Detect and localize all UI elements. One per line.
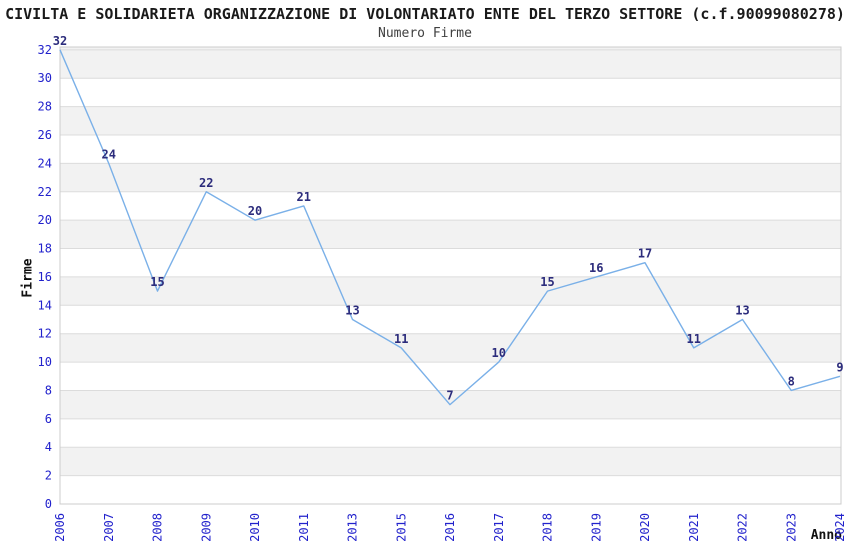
y-tick-label: 24 <box>38 156 52 170</box>
x-tick-label: 2011 <box>297 513 311 542</box>
x-tick-label: 2009 <box>199 513 213 542</box>
data-point-label: 13 <box>345 303 359 317</box>
plot-band <box>60 47 841 79</box>
x-tick-label: 2021 <box>687 513 701 542</box>
data-point-label: 10 <box>492 346 506 360</box>
y-tick-label: 16 <box>38 270 52 284</box>
y-tick-label: 6 <box>45 412 52 426</box>
data-point-label: 7 <box>446 389 453 403</box>
data-point-label: 15 <box>540 275 554 289</box>
x-tick-label: 2017 <box>492 513 506 542</box>
data-point-label: 22 <box>199 176 213 190</box>
data-point-label: 11 <box>687 332 701 346</box>
data-point-label: 17 <box>638 247 652 261</box>
data-point-label: 9 <box>836 360 843 374</box>
x-tick-label: 2022 <box>736 513 750 542</box>
data-point-label: 11 <box>394 332 408 346</box>
plot-band <box>60 220 841 249</box>
x-tick-label: 2018 <box>541 513 555 542</box>
data-point-label: 24 <box>102 147 116 161</box>
plot-border <box>59 46 842 505</box>
x-tick-label: 2006 <box>53 513 67 542</box>
plot-band <box>60 163 841 192</box>
y-tick-label: 2 <box>45 469 52 483</box>
data-point-label: 32 <box>53 34 67 48</box>
x-tick-label: 2008 <box>151 513 165 542</box>
y-tick-label: 20 <box>38 213 52 227</box>
x-tick-label: 2019 <box>589 513 603 542</box>
y-tick-label: 30 <box>38 71 52 85</box>
x-tick-label: 2015 <box>394 513 408 542</box>
data-line <box>59 49 841 406</box>
y-tick-label: 14 <box>38 298 52 312</box>
chart-title: CIVILTA E SOLIDARIETA ORGANIZZAZIONE DI … <box>5 5 845 23</box>
y-tick-label: 26 <box>38 128 52 142</box>
data-point-label: 8 <box>788 374 795 388</box>
y-tick-label: 32 <box>38 43 52 57</box>
x-tick-label: 2023 <box>784 513 798 542</box>
y-tick-label: 28 <box>38 100 52 114</box>
data-point-label: 20 <box>248 204 262 218</box>
chart-subtitle: Numero Firme <box>378 26 472 41</box>
plot-band <box>60 276 841 306</box>
x-tick-label: 2024 <box>833 513 847 542</box>
y-tick-label: 8 <box>45 383 52 397</box>
y-tick-label: 0 <box>45 497 52 511</box>
plot-band <box>60 447 841 476</box>
data-point-label: 21 <box>297 190 311 204</box>
data-point-label: 16 <box>589 261 603 275</box>
y-tick-label: 22 <box>38 185 52 199</box>
y-tick-label: 4 <box>45 440 52 454</box>
data-point-label: 15 <box>150 275 164 289</box>
x-tick-label: 2016 <box>443 513 457 542</box>
x-tick-label: 2010 <box>248 513 262 542</box>
x-tick-label: 2007 <box>102 513 116 542</box>
plot-band <box>60 333 841 363</box>
y-tick-label: 12 <box>38 327 52 341</box>
x-axis-title: Anno <box>810 528 842 543</box>
y-tick-label: 18 <box>38 242 52 256</box>
x-tick-label: 2013 <box>346 513 360 542</box>
y-tick-label: 10 <box>38 355 52 369</box>
data-point-label: 13 <box>735 303 749 317</box>
x-tick-label: 2020 <box>638 513 652 542</box>
plot-band <box>60 106 841 135</box>
